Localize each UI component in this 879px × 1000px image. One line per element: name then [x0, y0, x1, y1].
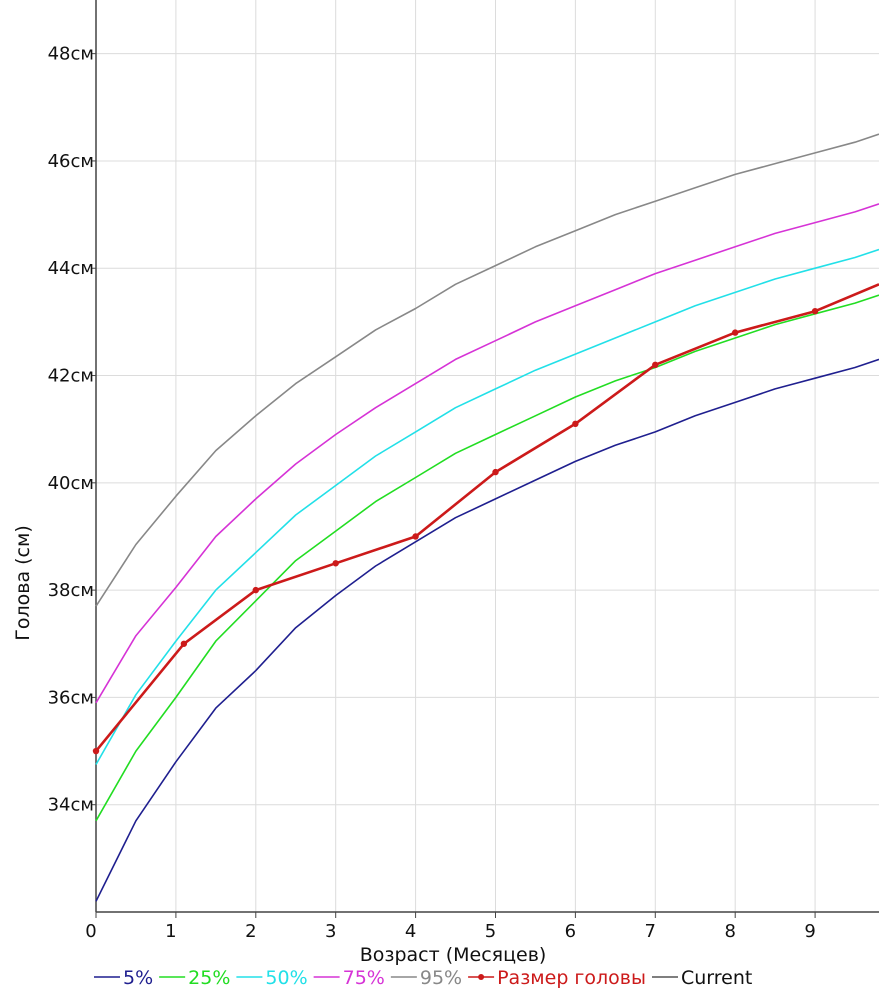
y-tick-label-1: 36см	[48, 687, 94, 708]
y-tick-label-5: 44см	[48, 258, 94, 279]
x-tick-label-4: 4	[405, 921, 416, 942]
series-line-5	[94, 283, 879, 752]
series-point-5-4	[412, 533, 419, 540]
series-point-5-2	[252, 586, 259, 594]
series-line-2	[95, 248, 879, 765]
legend-label-3: 75%	[343, 967, 385, 989]
series-line-1	[95, 294, 879, 822]
series-point-5-9	[811, 307, 819, 315]
legend-marker-5	[478, 974, 485, 980]
tick-labels: 0 1 2 3 4 5 6 7 8 9 34см 36см 38см 40см 42см 44см 46см 48…	[48, 44, 816, 942]
series-point-5-8	[731, 329, 739, 336]
series-lines	[92, 133, 879, 902]
x-axis-title: Возраст (Месяцев)	[360, 944, 547, 966]
series-line-3	[95, 203, 879, 704]
x-tick-label-9: 9	[804, 921, 815, 942]
y-tick-label-0: 34см	[48, 795, 94, 816]
series-point-5-6	[572, 420, 579, 428]
series-point-5-7	[652, 361, 659, 368]
series-point-5-1	[180, 640, 188, 647]
x-tick-label-7: 7	[645, 921, 656, 942]
y-tick-label-6: 46см	[48, 151, 94, 172]
y-tick-label-2: 38см	[48, 580, 94, 601]
x-tick-label-8: 8	[724, 921, 735, 942]
legend-label-6: Current	[681, 967, 752, 989]
legend-label-0: 5%	[123, 967, 153, 989]
y-tick-label-4: 42см	[48, 366, 94, 387]
x-tick-label-5: 5	[485, 921, 496, 942]
series-point-5-3	[332, 560, 339, 567]
series-line-4	[95, 133, 879, 607]
x-tick-label-2: 2	[245, 921, 256, 942]
series-point-5-0	[92, 747, 100, 755]
y-tick-label-7: 48см	[48, 44, 94, 65]
legend-label-1: 25%	[188, 967, 230, 989]
legend-label-4: 95%	[420, 967, 462, 989]
grid	[95, 0, 879, 912]
y-axis-title: Голова (см)	[12, 525, 34, 640]
x-tick-label-1: 1	[165, 921, 176, 942]
legend-label-5: Размер головы	[497, 967, 646, 989]
y-tick-label-3: 40см	[48, 473, 94, 494]
x-tick-label-0: 0	[85, 921, 96, 942]
x-tick-label-6: 6	[565, 921, 576, 942]
legend: 5% 25% 50% 75% 95% Размер головы Current	[94, 967, 752, 989]
axes	[91, 0, 879, 918]
legend-label-2: 50%	[265, 967, 307, 989]
x-tick-label-3: 3	[325, 921, 336, 942]
series-line-0	[95, 358, 879, 902]
series-point-5-5	[492, 468, 499, 476]
